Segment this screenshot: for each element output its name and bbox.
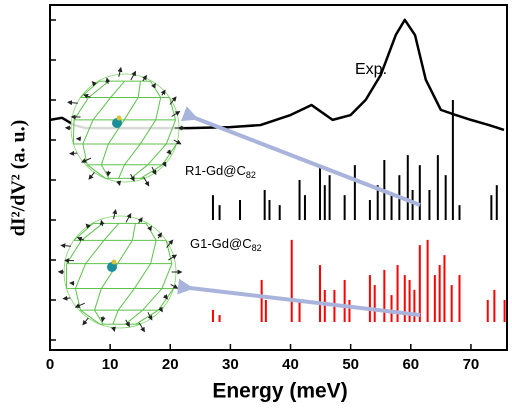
y-axis-label: dI²/dV² (a. u.) <box>8 120 30 236</box>
pointer-arrow <box>177 278 421 317</box>
y-axis-ticks <box>50 19 56 341</box>
molecule-illustrations <box>57 66 421 333</box>
x-axis-label: Energy (meV) <box>212 380 347 403</box>
fullerene <box>57 208 183 333</box>
x-tick-label: 70 <box>463 356 480 373</box>
pointer-arrow <box>180 106 421 207</box>
series-label: R1-Gd@C82 <box>185 163 256 180</box>
series-label: G1-Gd@C82 <box>190 236 262 253</box>
fullerene <box>64 66 186 187</box>
series-label: Exp. <box>355 61 387 78</box>
x-tick-label: 20 <box>162 356 179 373</box>
x-tick-label: 10 <box>102 356 119 373</box>
x-tick-label: 0 <box>46 356 54 373</box>
x-tick-label: 30 <box>222 356 239 373</box>
x-tick-label: 50 <box>342 356 359 373</box>
x-tick-label: 40 <box>282 356 299 373</box>
plot-frame <box>49 4 508 351</box>
x-tick-label: 60 <box>402 356 419 373</box>
